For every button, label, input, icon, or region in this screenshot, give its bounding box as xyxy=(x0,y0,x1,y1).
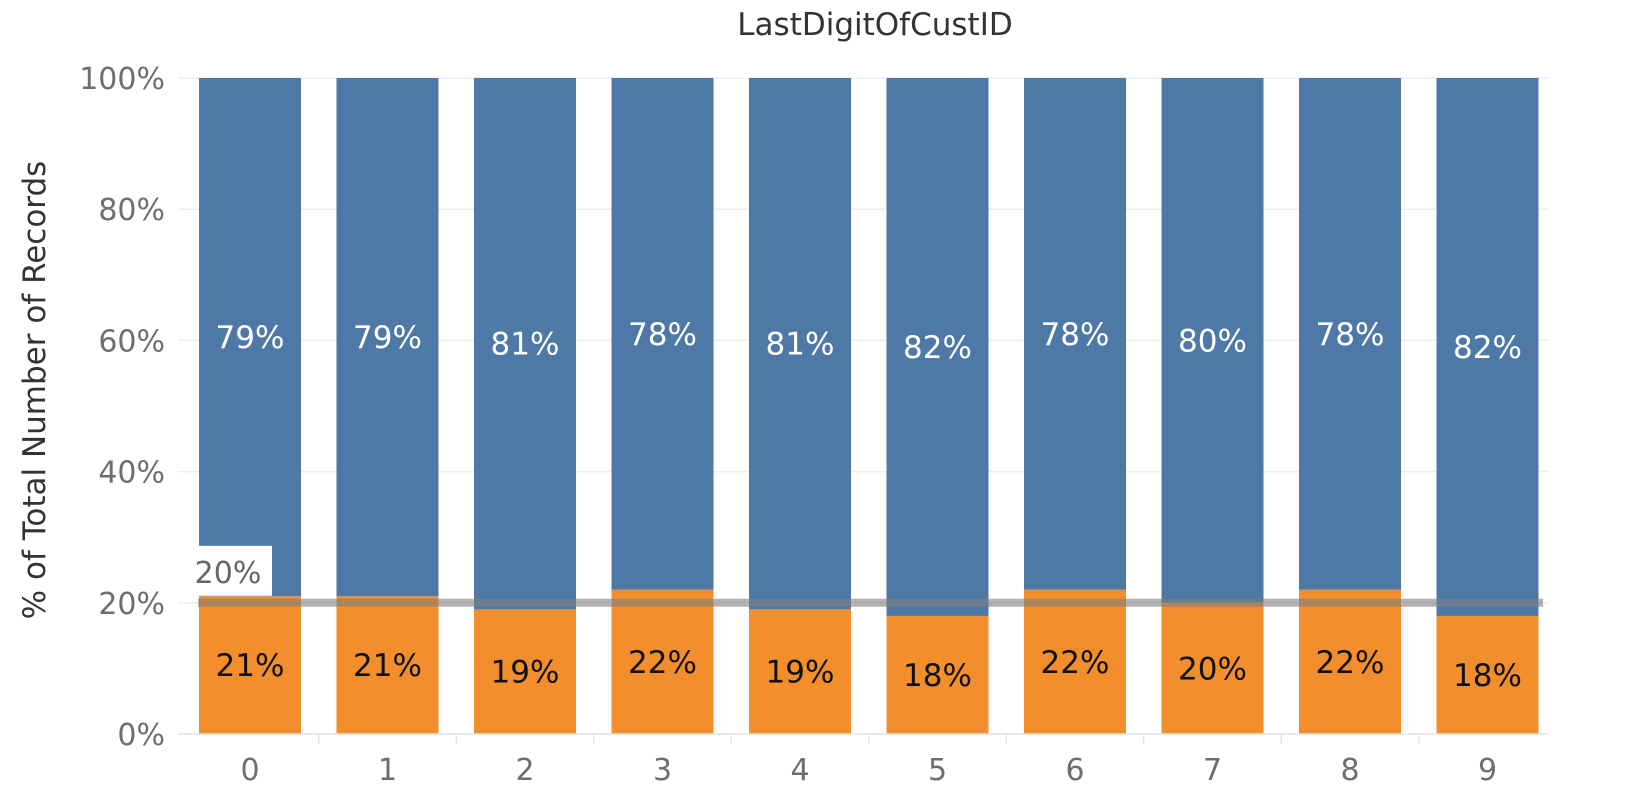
data-label: 22% xyxy=(1316,645,1385,681)
bar-segment xyxy=(611,589,714,734)
data-label: 19% xyxy=(491,655,560,691)
bar-segment xyxy=(749,609,851,734)
bar-segment xyxy=(611,78,714,590)
x-tick-label: 4 xyxy=(790,753,809,788)
y-tick-label: 20% xyxy=(98,587,165,622)
data-label: 81% xyxy=(491,327,560,363)
reference-line-group: 20% xyxy=(184,545,1543,607)
reference-label-box xyxy=(184,545,272,596)
bar-segment xyxy=(474,609,576,734)
x-axis-ticks: 0 1 2 3 4 5 6 7 8 9 xyxy=(178,733,1548,788)
bar-segment xyxy=(749,78,851,610)
x-tick-label: 5 xyxy=(928,753,947,788)
data-label: 78% xyxy=(628,317,697,353)
bar-segment xyxy=(1161,78,1264,603)
x-tick-label: 6 xyxy=(1065,753,1084,788)
bar-segment xyxy=(336,78,439,597)
x-tick-label: 1 xyxy=(378,753,397,788)
data-label: 22% xyxy=(628,645,697,681)
chart-title: LastDigitOfCustID xyxy=(737,7,1012,43)
y-tick-label: 40% xyxy=(98,456,165,491)
y-tick-label: 100% xyxy=(79,62,165,97)
data-label: 18% xyxy=(1453,658,1522,694)
data-label: 79% xyxy=(353,320,422,356)
data-label: 78% xyxy=(1316,317,1385,353)
y-tick-label: 80% xyxy=(98,193,165,228)
bar-segment xyxy=(1299,589,1401,734)
y-axis-ticks: 0% 20% 40% 60% 80% 100% xyxy=(79,62,165,753)
x-tick-label: 0 xyxy=(240,753,259,788)
x-tick-label: 3 xyxy=(653,753,672,788)
bar-segment xyxy=(199,596,301,734)
bar-segment xyxy=(1436,615,1539,734)
reference-line-label: 20% xyxy=(195,556,262,591)
data-label: 82% xyxy=(1453,330,1522,366)
data-label: 79% xyxy=(216,320,285,356)
data-label: 18% xyxy=(903,658,972,694)
bar-segment xyxy=(886,78,989,616)
bar-segment xyxy=(886,615,989,734)
data-label: 22% xyxy=(1041,645,1110,681)
bar-segment xyxy=(1024,589,1126,734)
x-tick-label: 8 xyxy=(1340,753,1359,788)
bar-segment xyxy=(1436,78,1539,616)
y-tick-label: 60% xyxy=(98,324,165,359)
x-tick-label: 2 xyxy=(515,753,534,788)
y-tick-label: 0% xyxy=(117,718,165,753)
bar-segment xyxy=(199,78,301,597)
data-label: 21% xyxy=(216,648,285,684)
bar-segment xyxy=(1161,602,1264,734)
bars: 21% 79% 21% 79% 19% 81% 22% 78% 19% 81% 18% 82% 22% 7… xyxy=(199,78,1539,734)
data-label: 80% xyxy=(1178,323,1247,359)
data-label: 78% xyxy=(1041,317,1110,353)
bar-segment xyxy=(336,596,439,734)
data-label: 20% xyxy=(1178,651,1247,687)
x-tick-label: 9 xyxy=(1478,753,1497,788)
bar-segment xyxy=(1024,78,1126,590)
y-axis-label: % of Total Number of Records xyxy=(17,161,53,620)
data-label: 19% xyxy=(766,655,835,691)
data-label: 82% xyxy=(903,330,972,366)
data-label: 21% xyxy=(353,648,422,684)
bar-segment xyxy=(1299,78,1401,590)
bar-segment xyxy=(474,78,576,610)
x-tick-label: 7 xyxy=(1203,753,1222,788)
data-label: 81% xyxy=(766,327,835,363)
